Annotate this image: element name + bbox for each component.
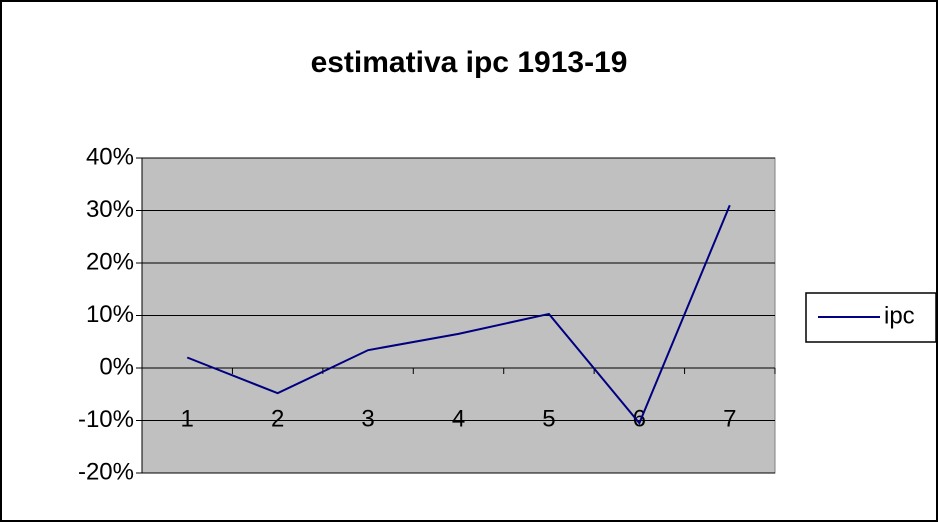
- x-tick-label: 5: [542, 405, 555, 432]
- y-tick-label: -10%: [78, 406, 134, 433]
- y-tick-label: 0%: [99, 353, 134, 380]
- y-tick-label: 20%: [86, 248, 134, 275]
- series-line: [186, 204, 731, 426]
- legend-label: ipc: [884, 302, 915, 329]
- x-tick-label: 7: [723, 405, 736, 432]
- x-tick-label: 1: [181, 405, 194, 432]
- x-tick-label: 4: [452, 405, 465, 432]
- x-tick-label: 2: [271, 405, 284, 432]
- y-tick-label: 40%: [86, 143, 134, 170]
- chart-title: estimativa ipc 1913-19: [311, 46, 628, 79]
- y-tick-label: -20%: [78, 458, 134, 485]
- x-tick-label: 6: [633, 405, 646, 432]
- y-tick-label: 30%: [86, 196, 134, 223]
- y-tick-label: 10%: [86, 301, 134, 328]
- x-tick-label: 3: [361, 405, 374, 432]
